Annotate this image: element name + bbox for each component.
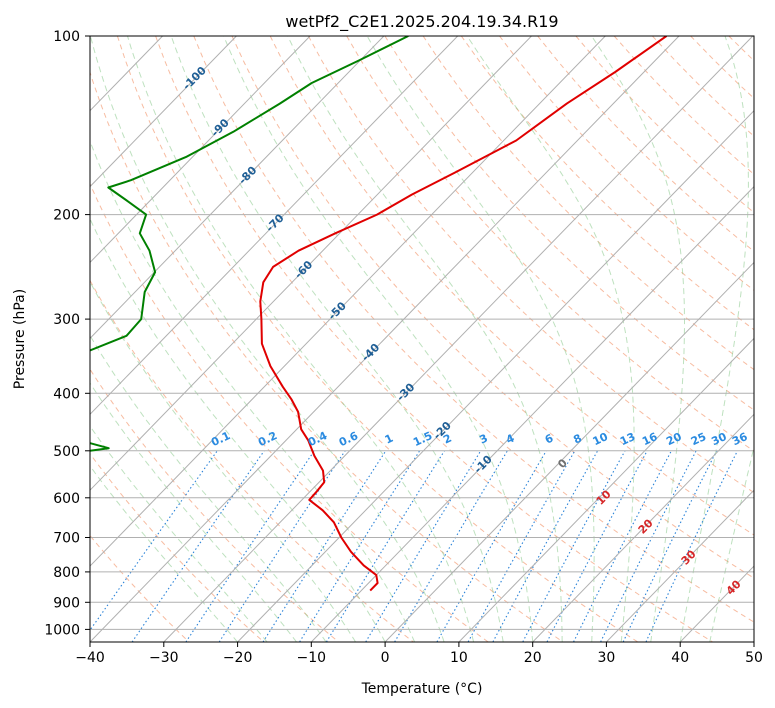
x-tick-label: −10 <box>297 650 327 666</box>
moist-adiabat-line <box>90 465 238 642</box>
dry-adiabat-line <box>193 36 754 623</box>
mixing-ratio-label: 10 <box>591 430 611 448</box>
dry-adiabat-line <box>116 36 639 642</box>
isotherm-gridline <box>90 36 385 340</box>
isotherm-gridline <box>90 36 459 416</box>
isotherm-gridline <box>753 641 754 642</box>
moist-adiabat-line <box>127 36 475 642</box>
moist-adiabat-line <box>287 36 563 642</box>
moist-adiabat-line <box>591 36 685 642</box>
x-tick-label: 20 <box>524 650 542 666</box>
mixing-ratio-line <box>218 450 346 642</box>
dry-adiabat-line <box>460 36 754 331</box>
isotherm-gridline <box>90 36 680 642</box>
moist-adiabat-line <box>90 425 268 642</box>
isotherm-gridline <box>310 185 754 642</box>
isotherm-gridline <box>458 337 754 642</box>
y-tick-label: 300 <box>53 312 80 328</box>
y-tick-label: 600 <box>53 491 80 507</box>
mixing-ratio-line <box>622 450 718 642</box>
mixing-ratio-line <box>299 450 421 642</box>
dry-adiabat-line <box>90 368 339 642</box>
isotherm-gridline <box>90 36 311 264</box>
dry-adiabat-line <box>499 36 754 291</box>
moist-adiabat-line <box>366 36 595 642</box>
y-tick-label: 400 <box>53 386 80 402</box>
isotherm-gridline <box>163 36 754 642</box>
x-tick-label: 40 <box>671 650 689 666</box>
pressure-grid <box>90 36 754 630</box>
mixing-ratio-line <box>600 450 697 642</box>
mixing-ratio-line <box>262 450 387 642</box>
x-tick-label: 30 <box>597 650 615 666</box>
x-tick-label: 10 <box>450 650 468 666</box>
temperature-profile-line <box>259 36 668 592</box>
moist-adiabat-line <box>223 36 534 642</box>
mixing-ratio-line <box>185 450 315 642</box>
plot-background <box>90 36 754 642</box>
y-axis-label: Pressure (hPa) <box>12 289 28 389</box>
mixing-ratio-line <box>467 450 576 642</box>
x-tick-label: −20 <box>223 650 253 666</box>
x-tick-label: 50 <box>745 650 763 666</box>
mixing-ratio-label: 20 <box>664 430 684 448</box>
dry-adiabat-line <box>90 70 564 642</box>
dewpoint-profile-line <box>90 36 409 452</box>
isotherm-gridline <box>90 36 237 188</box>
x-tick-label: 0 <box>381 650 390 666</box>
dry-adiabat-line <box>307 36 754 494</box>
skewed-isotherm-grid <box>90 36 754 642</box>
y-tick-label: 500 <box>53 444 80 460</box>
moist-adiabat-line <box>90 334 327 642</box>
mixing-ratio-line <box>365 450 482 642</box>
isotherm-gridline <box>606 489 754 642</box>
chart-title: wetPf2_C2E1.2025.204.19.34.R19 <box>285 12 558 32</box>
mixing-ratio-label: 16 <box>640 430 660 448</box>
dry-adiabat-line <box>767 36 775 642</box>
y-tick-label: 1000 <box>44 622 80 638</box>
moist-adiabat-line <box>679 36 749 642</box>
dry-adiabat-line <box>155 36 713 642</box>
x-tick-label: −30 <box>149 650 179 666</box>
isotherm-gridline <box>237 109 754 642</box>
moist-adiabat-line <box>709 445 754 642</box>
moist-adiabat-line <box>466 36 635 642</box>
moist-adiabat-line <box>90 280 357 642</box>
dry-adiabat-line <box>90 534 190 642</box>
x-tick-label: −40 <box>75 650 105 666</box>
sounding-profiles <box>90 36 668 592</box>
x-axis: −40 −30 −20 −10 0 10 20 30 40 50 <box>75 642 763 666</box>
dry-adiabat-line <box>422 36 754 371</box>
mixing-ratio-line <box>131 450 265 642</box>
dry-adiabat-line <box>231 36 754 579</box>
y-axis: 100 200 300 400 500 600 700 800 900 1000 <box>44 29 90 638</box>
y-tick-label: 200 <box>53 208 80 224</box>
y-tick-label: 100 <box>53 29 80 45</box>
isotherm-gridline <box>90 36 606 567</box>
x-axis-label: Temperature (°C) <box>361 681 483 697</box>
mixing-ratio-line <box>522 450 626 642</box>
moist-adiabat-line <box>90 382 297 642</box>
y-tick-label: 800 <box>53 565 80 581</box>
mixing-ratio-label: 30 <box>709 430 729 448</box>
moist-adiabat-line <box>90 36 445 642</box>
moist-adiabat-line <box>170 36 504 642</box>
mixing-ratio-label: 25 <box>689 430 708 448</box>
dry-adiabat-line <box>90 182 489 642</box>
dry-adiabat-line <box>90 452 265 642</box>
y-tick-label: 700 <box>53 531 80 547</box>
mixing-ratio-label: 36 <box>730 430 750 448</box>
isotherm-gridline <box>90 36 532 491</box>
mixing-ratio-label: 13 <box>618 430 637 448</box>
plot-frame <box>89 35 755 643</box>
moist-adiabat-line <box>90 217 386 642</box>
isotherm-gridline <box>384 261 754 642</box>
isotherm-gridline <box>532 413 754 642</box>
mixing-ratio-line <box>90 450 218 632</box>
y-tick-label: 900 <box>53 595 80 611</box>
